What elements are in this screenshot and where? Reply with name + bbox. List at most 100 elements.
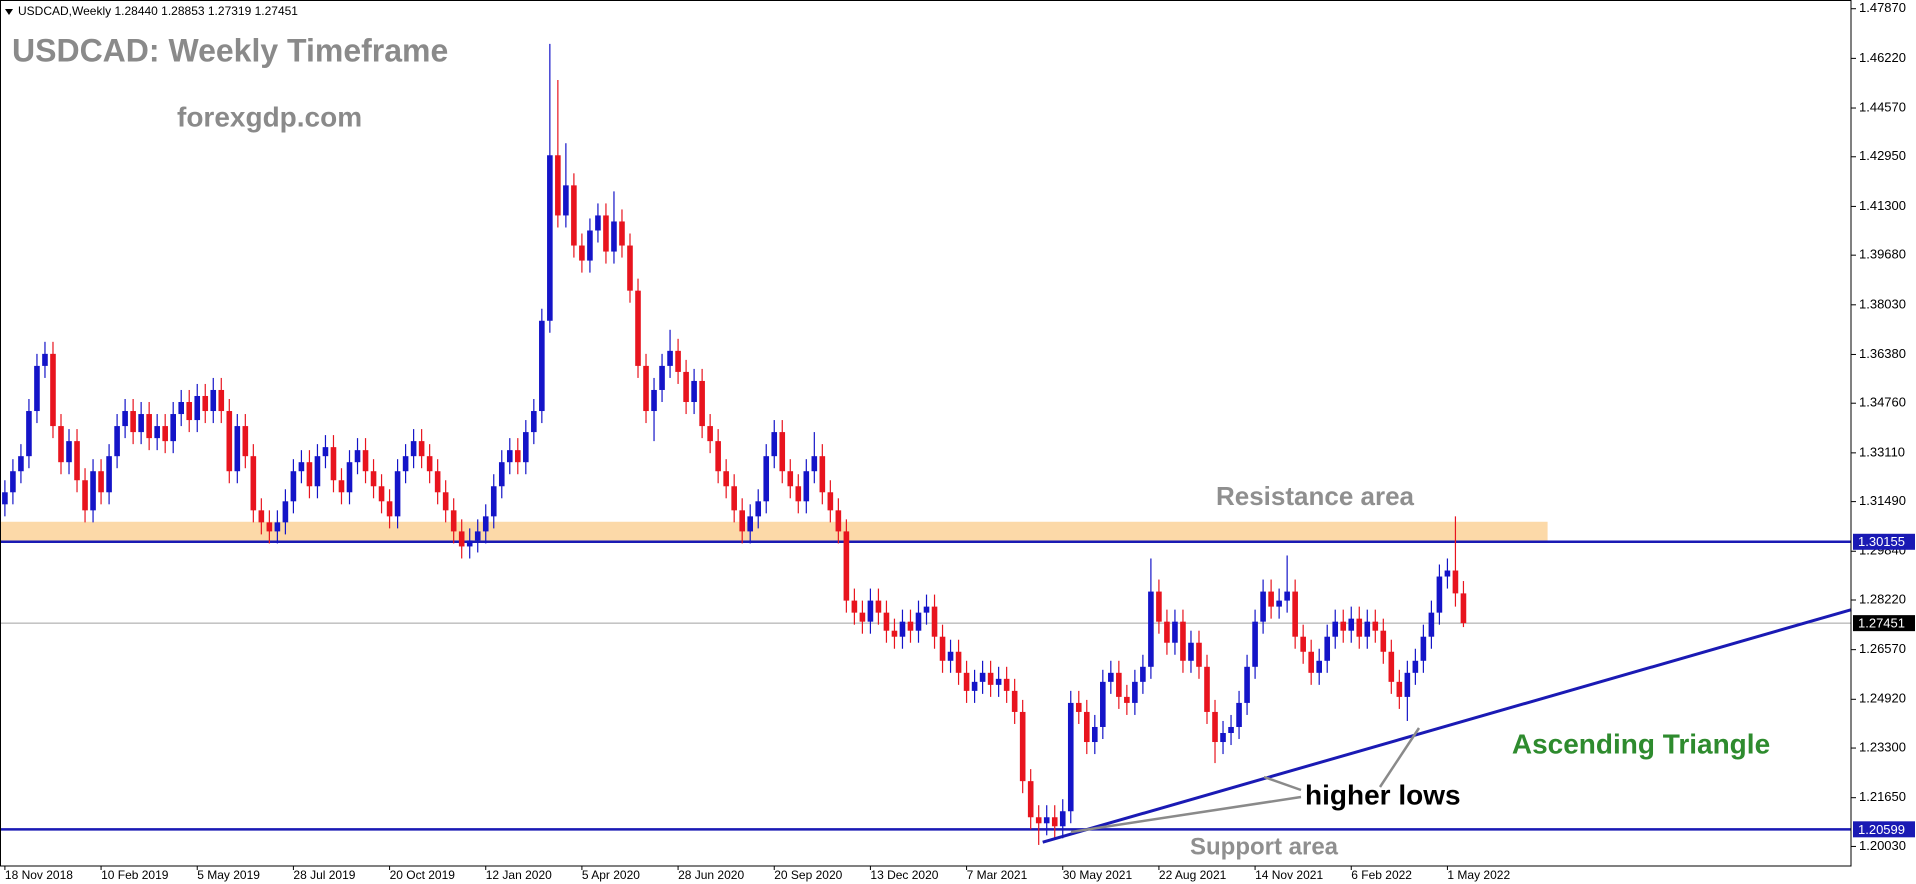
candle-body <box>1019 711 1026 782</box>
candle-body <box>34 365 40 412</box>
pattern-label: Ascending Triangle <box>1512 728 1770 759</box>
candle-body <box>1220 733 1226 743</box>
candle-body <box>1116 672 1122 697</box>
candle-body <box>675 350 681 372</box>
candle-body <box>74 441 80 481</box>
candle-body <box>186 402 193 421</box>
candle-body <box>1372 621 1379 631</box>
candle-body <box>1212 711 1218 743</box>
candle-body <box>226 411 233 472</box>
candle-body <box>178 402 185 415</box>
candle-body <box>867 600 874 622</box>
candle-body <box>1428 612 1435 637</box>
header-icon <box>5 9 13 15</box>
x-tick-label: 28 Jun 2020 <box>678 868 744 882</box>
candle-body <box>963 672 970 691</box>
candle-body <box>90 471 96 511</box>
candle-body <box>298 462 305 472</box>
candle-body <box>827 492 834 511</box>
candle-body <box>859 612 866 622</box>
candle-body <box>346 462 353 493</box>
candle-body <box>282 501 289 523</box>
candle-body <box>482 516 489 532</box>
candle-body <box>386 501 393 517</box>
candle-body <box>915 612 922 631</box>
candle-body <box>627 245 633 291</box>
y-tick-label: 1.36380 <box>1859 346 1906 361</box>
candle-body <box>338 480 345 493</box>
candle-body <box>1292 591 1298 637</box>
candle-body <box>1444 570 1451 577</box>
support-label: Support area <box>1190 833 1339 860</box>
candle-body <box>1348 618 1355 631</box>
candle-body <box>579 245 585 261</box>
candle-body <box>1196 642 1202 667</box>
candle-body <box>138 414 144 433</box>
candle-body <box>58 426 64 463</box>
candle-body <box>234 426 241 472</box>
candle-body <box>1108 672 1114 682</box>
candle-body <box>1188 642 1194 661</box>
candle-body <box>595 215 601 231</box>
candle-body <box>1412 660 1419 673</box>
candle-body <box>659 365 665 390</box>
candle-body <box>587 230 593 261</box>
candle-body <box>715 441 721 472</box>
y-tick-label: 1.38030 <box>1859 296 1906 311</box>
level-label: 1.27451 <box>1858 616 1905 631</box>
candle-body <box>667 350 673 366</box>
candle-body <box>1388 651 1395 682</box>
y-tick-label: 1.41300 <box>1859 198 1906 213</box>
candle-body <box>619 221 625 246</box>
candle-body <box>314 456 321 487</box>
candle-body <box>474 531 481 541</box>
candle-body <box>466 540 473 547</box>
candle-body <box>1140 666 1146 682</box>
candle-body <box>787 471 794 487</box>
candle-body <box>442 492 449 511</box>
candle-body <box>202 395 209 412</box>
candle-body <box>402 456 409 472</box>
arrow <box>1378 727 1421 788</box>
candle-body <box>354 450 361 463</box>
candle-body <box>803 471 810 502</box>
candle-body <box>514 450 521 463</box>
candle-body <box>50 353 56 427</box>
arrow <box>1263 775 1302 792</box>
candle-body <box>194 395 201 421</box>
y-tick-label: 1.44570 <box>1859 99 1906 114</box>
candle-body <box>122 411 128 427</box>
candle-body <box>418 441 425 457</box>
level-label: 1.30155 <box>1858 534 1905 549</box>
candle-body <box>1132 681 1138 703</box>
x-tick-label: 28 Jul 2019 <box>293 868 355 882</box>
candle-body <box>330 447 337 481</box>
candle-body <box>1180 621 1186 661</box>
candle-body <box>979 672 986 682</box>
candle-body <box>1172 621 1178 643</box>
x-tick-label: 13 Dec 2020 <box>870 868 938 882</box>
candle-body <box>1027 781 1034 818</box>
candle-body <box>939 636 946 661</box>
candle-body <box>1252 621 1258 667</box>
candle-body <box>851 600 858 613</box>
candle-body <box>795 486 802 502</box>
arrow <box>1070 795 1302 834</box>
candle-body <box>426 456 433 472</box>
candle-body <box>755 501 762 517</box>
candle-body <box>1396 681 1403 697</box>
candle-body <box>1003 678 1010 691</box>
candle-body <box>1452 570 1459 594</box>
candle-body <box>258 510 265 523</box>
x-tick-label: 14 Nov 2021 <box>1255 868 1323 882</box>
candle-body <box>931 606 938 637</box>
candle-body <box>290 471 297 502</box>
candle-body <box>899 621 906 637</box>
x-tick-label: 7 Mar 2021 <box>967 868 1028 882</box>
candle-body <box>771 432 778 457</box>
candle-body <box>434 471 441 493</box>
x-tick-label: 20 Oct 2019 <box>390 868 456 882</box>
candle-body <box>843 531 850 601</box>
candle-body <box>1332 621 1339 637</box>
candle-body <box>723 471 729 487</box>
